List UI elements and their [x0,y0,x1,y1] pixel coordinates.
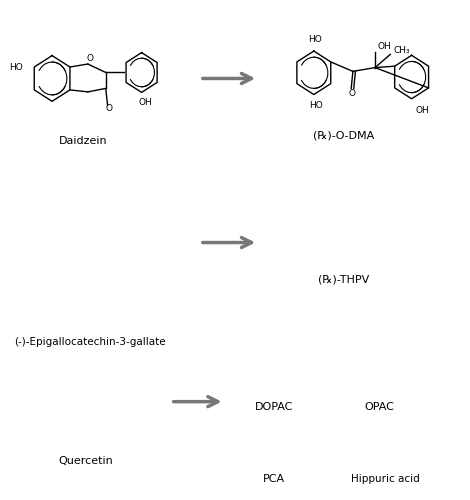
Text: O: O [86,54,93,62]
Text: CH₃: CH₃ [394,46,410,55]
Text: Quercetin: Quercetin [58,456,113,466]
Text: Hippuric acid: Hippuric acid [352,474,420,484]
Text: PCA: PCA [263,474,285,484]
Text: HO: HO [308,35,321,44]
Text: OH: OH [138,98,152,107]
Text: OH: OH [377,42,392,51]
Text: OH: OH [415,106,429,114]
Text: DOPAC: DOPAC [255,402,293,411]
Text: HO: HO [9,62,23,72]
Text: O: O [349,88,355,98]
Text: (℞)-THPV: (℞)-THPV [318,275,369,285]
Text: (-)-Epigallocatechin-3-gallate: (-)-Epigallocatechin-3-gallate [15,337,166,347]
Text: (℞)-Ο-DMA: (℞)-Ο-DMA [313,130,374,140]
Text: OPAC: OPAC [364,402,394,411]
Text: HO: HO [309,102,323,110]
Text: Daidzein: Daidzein [59,136,108,145]
Text: O: O [106,104,113,113]
